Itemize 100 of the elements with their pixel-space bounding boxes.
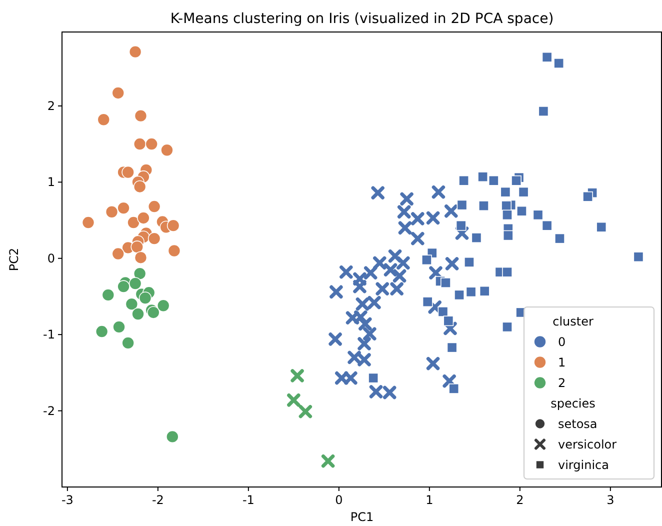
point bbox=[105, 205, 118, 218]
point bbox=[168, 244, 181, 258]
point bbox=[148, 200, 161, 213]
point bbox=[398, 221, 412, 234]
point bbox=[145, 138, 158, 150]
x-tick-label: 1 bbox=[426, 493, 434, 507]
point bbox=[428, 300, 442, 314]
point bbox=[134, 109, 148, 122]
point bbox=[411, 212, 424, 226]
legend-label: 2 bbox=[558, 376, 566, 390]
point bbox=[384, 263, 398, 276]
point bbox=[456, 220, 466, 231]
point bbox=[148, 232, 161, 245]
point bbox=[538, 106, 549, 116]
point bbox=[298, 404, 312, 418]
point bbox=[166, 430, 179, 444]
legend-label: virginica bbox=[558, 458, 609, 472]
x-axis-title: PC1 bbox=[350, 510, 374, 524]
x-tick-label: 2 bbox=[516, 493, 524, 507]
point bbox=[448, 383, 460, 394]
point bbox=[464, 256, 474, 268]
point bbox=[368, 372, 379, 384]
point bbox=[456, 200, 468, 210]
point bbox=[438, 306, 448, 317]
point bbox=[117, 202, 130, 214]
point bbox=[511, 175, 522, 186]
point bbox=[429, 266, 442, 280]
point bbox=[371, 186, 384, 200]
point bbox=[132, 308, 144, 320]
point bbox=[440, 278, 451, 288]
point bbox=[466, 286, 476, 298]
point bbox=[122, 336, 134, 350]
point bbox=[455, 226, 469, 240]
point bbox=[330, 285, 343, 298]
point bbox=[426, 211, 440, 225]
x-tick-label: -1 bbox=[242, 493, 254, 507]
point bbox=[444, 322, 457, 336]
legend-label: setosa bbox=[558, 416, 598, 431]
point bbox=[411, 232, 424, 246]
point bbox=[166, 219, 180, 232]
point bbox=[290, 369, 304, 382]
point bbox=[137, 212, 150, 224]
text: species bbox=[550, 396, 596, 410]
legend-label: 1 bbox=[558, 355, 566, 370]
point bbox=[353, 280, 366, 294]
point bbox=[502, 230, 514, 241]
point bbox=[82, 216, 95, 229]
point bbox=[444, 204, 458, 218]
point bbox=[516, 206, 527, 216]
chart-title: K-Means clustering on Iris (visualized in 2D PCA space) bbox=[170, 11, 554, 27]
x-tick-label: 0 bbox=[335, 493, 343, 507]
legend-label: versicolor bbox=[558, 437, 617, 452]
point bbox=[488, 175, 499, 186]
point bbox=[117, 280, 130, 293]
point bbox=[156, 299, 170, 312]
point bbox=[112, 247, 125, 260]
point bbox=[130, 240, 144, 254]
y-tick-label: -1 bbox=[43, 328, 55, 342]
point bbox=[426, 356, 440, 370]
point bbox=[596, 222, 607, 232]
point bbox=[400, 192, 414, 206]
point bbox=[287, 394, 300, 407]
point bbox=[321, 454, 335, 468]
point bbox=[138, 292, 152, 304]
y-tick-label: 0 bbox=[47, 251, 55, 266]
point bbox=[518, 186, 529, 198]
point bbox=[502, 322, 512, 332]
x-tick-label: 3 bbox=[606, 493, 614, 507]
point bbox=[133, 180, 146, 194]
point bbox=[633, 252, 644, 262]
point bbox=[112, 320, 126, 334]
point bbox=[353, 272, 366, 286]
point bbox=[446, 342, 458, 353]
point bbox=[358, 317, 372, 330]
point bbox=[532, 210, 544, 220]
y-tick-label: 1 bbox=[47, 175, 55, 190]
point bbox=[160, 144, 174, 157]
point bbox=[479, 286, 490, 296]
point bbox=[478, 200, 489, 211]
point bbox=[122, 166, 134, 179]
point bbox=[458, 175, 470, 186]
point bbox=[125, 298, 138, 310]
point bbox=[554, 233, 565, 244]
y-axis-title: PC2 bbox=[7, 248, 21, 272]
point bbox=[102, 288, 115, 302]
point bbox=[502, 266, 512, 278]
point bbox=[432, 185, 446, 199]
point bbox=[471, 232, 482, 243]
point bbox=[340, 265, 353, 279]
point bbox=[373, 256, 386, 270]
y-tick-label: -2 bbox=[43, 404, 55, 418]
x-tick-label: -3 bbox=[61, 493, 74, 507]
point bbox=[133, 267, 146, 280]
point bbox=[388, 249, 402, 263]
y-tick-label: 2 bbox=[47, 98, 55, 113]
point bbox=[358, 337, 371, 350]
point bbox=[363, 327, 376, 340]
point bbox=[396, 256, 410, 270]
point bbox=[97, 113, 110, 126]
point bbox=[582, 191, 593, 202]
